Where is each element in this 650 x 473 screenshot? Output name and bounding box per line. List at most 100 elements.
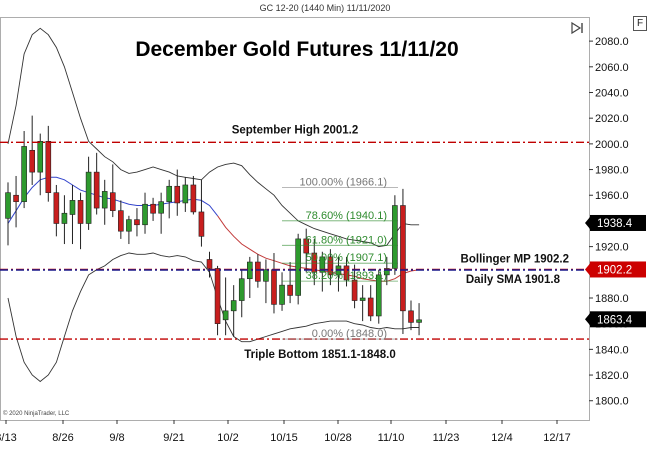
- candle-body: [53, 192, 60, 224]
- price-tag: [590, 214, 646, 231]
- level-label: Bollinger MP 1902.2: [461, 253, 569, 265]
- copyright-text: © 2020 NinjaTrader, LLC: [3, 411, 70, 417]
- candle-body: [77, 200, 84, 224]
- candle-body: [311, 252, 318, 273]
- candle-body: [400, 205, 406, 312]
- price-tag: [590, 311, 646, 328]
- fib-label: 100.00% (1966.1): [300, 176, 387, 188]
- candle-body: [263, 269, 269, 282]
- price-tag-label: 1863.4: [597, 314, 633, 326]
- candle-body: [222, 310, 229, 321]
- x-tick-label: 9/8: [109, 432, 124, 444]
- candle-body: [303, 238, 310, 254]
- candle-body: [343, 265, 350, 281]
- candle-body: [61, 212, 68, 224]
- candle-body: [359, 297, 366, 301]
- fib-label: 0.00% (1848.0): [312, 328, 387, 340]
- x-tick-label: 12/17: [543, 432, 571, 444]
- candle-body: [109, 192, 116, 211]
- candle-body: [416, 319, 422, 323]
- bollinger-upper-line: [7, 27, 420, 248]
- price-tag-arrow: [585, 313, 590, 326]
- candle-body: [93, 171, 100, 209]
- candle-body: [367, 297, 374, 317]
- candle-body: [295, 238, 301, 296]
- level-label: Triple Bottom 1851.1-1848.0: [244, 349, 395, 361]
- price-tag: [590, 261, 646, 278]
- candle-body: [392, 205, 398, 269]
- candle-body: [327, 256, 334, 276]
- candle-body: [190, 184, 197, 213]
- price-tag-arrow: [585, 263, 590, 276]
- candle-body: [69, 200, 76, 215]
- fibonacci-levels: 100.00% (1966.1) 78.60% (1940.1) 61.80% (1…: [282, 176, 398, 340]
- format-button[interactable]: F: [633, 16, 647, 31]
- candlesticks: [5, 115, 422, 337]
- candle-body: [13, 194, 19, 202]
- candle-body: [182, 184, 189, 204]
- candle-body: [238, 278, 245, 301]
- x-tick-label: 10/15: [270, 432, 298, 444]
- x-tick-label: 8/26: [52, 432, 73, 444]
- candle-body: [150, 203, 156, 214]
- chart-title: December Gold Futures 11/11/20: [135, 38, 459, 61]
- fib-label: 50.00% (1907.1): [306, 252, 387, 264]
- candle-body: [206, 259, 213, 269]
- candle-body: [271, 269, 277, 305]
- x-tick-label: 11/10: [378, 432, 405, 444]
- candle-body: [287, 284, 293, 296]
- x-tick-label: 10/2: [217, 432, 238, 444]
- candle-body: [279, 284, 285, 305]
- sma-line: [7, 176, 420, 282]
- candle-body: [214, 268, 221, 324]
- candle-body: [230, 300, 237, 312]
- candle-body: [37, 140, 44, 173]
- candle-body: [142, 203, 148, 226]
- candle-body: [351, 279, 358, 301]
- y-tick-label: 2080.0: [595, 36, 629, 48]
- x-tick-label: 9/21: [163, 432, 184, 444]
- y-tick-label: 1960.0: [595, 190, 629, 202]
- candle-body: [126, 219, 132, 232]
- y-tick-label: 1800.0: [595, 396, 629, 408]
- fib-label: 78.60% (1940.1): [306, 210, 387, 222]
- y-tick-label: 1820.0: [595, 370, 629, 382]
- bollinger-bands: [7, 27, 420, 383]
- bollinger-lower-line: [7, 252, 420, 383]
- y-tick-label: 1920.0: [595, 242, 629, 254]
- candle-body: [45, 140, 52, 193]
- candle-body: [198, 211, 205, 237]
- level-label: September High 2001.2: [232, 124, 359, 136]
- y-tick-label: 2000.0: [595, 139, 629, 151]
- candle-body: [174, 185, 181, 204]
- candle-body: [101, 191, 108, 209]
- y-axis: 1800.01820.01840.01860.01880.01900.01920…: [585, 36, 646, 408]
- fib-label: 61.80% (1921.0): [306, 234, 387, 246]
- candle-body: [118, 210, 124, 232]
- y-tick-label: 1880.0: [595, 293, 629, 305]
- x-tick-label: 12/4: [491, 432, 512, 444]
- candle-body: [158, 201, 164, 214]
- x-tick-label: 10/28: [324, 432, 352, 444]
- y-tick-label: 2060.0: [595, 62, 629, 74]
- candle-body: [134, 219, 140, 226]
- candle-body: [85, 171, 92, 224]
- candle-body: [375, 274, 382, 317]
- x-axis: 8/13 8/26 9/8 9/21 10/2 10/15 10/28 11/10 11/23 1…: [0, 420, 571, 444]
- y-tick-label: 2020.0: [595, 113, 629, 125]
- play-forward-icon[interactable]: [571, 21, 585, 35]
- candle-body: [319, 256, 326, 273]
- price-tag-label: 1902.2: [597, 264, 632, 276]
- price-tag-arrow: [585, 216, 590, 229]
- candle-body: [255, 261, 261, 282]
- candle-body: [384, 268, 390, 276]
- x-tick-label: 11/23: [433, 432, 460, 444]
- window-header: GC 12-20 (1440 Min) 11/11/2020: [259, 3, 391, 13]
- horizontal-levels: September High 2001.2 Bollinger MP 1902.2…: [0, 124, 589, 361]
- x-tick-label: 8/13: [0, 432, 17, 444]
- y-tick-label: 1840.0: [595, 344, 629, 356]
- candle-body: [21, 146, 27, 202]
- level-label: Daily SMA 1901.8: [466, 274, 561, 286]
